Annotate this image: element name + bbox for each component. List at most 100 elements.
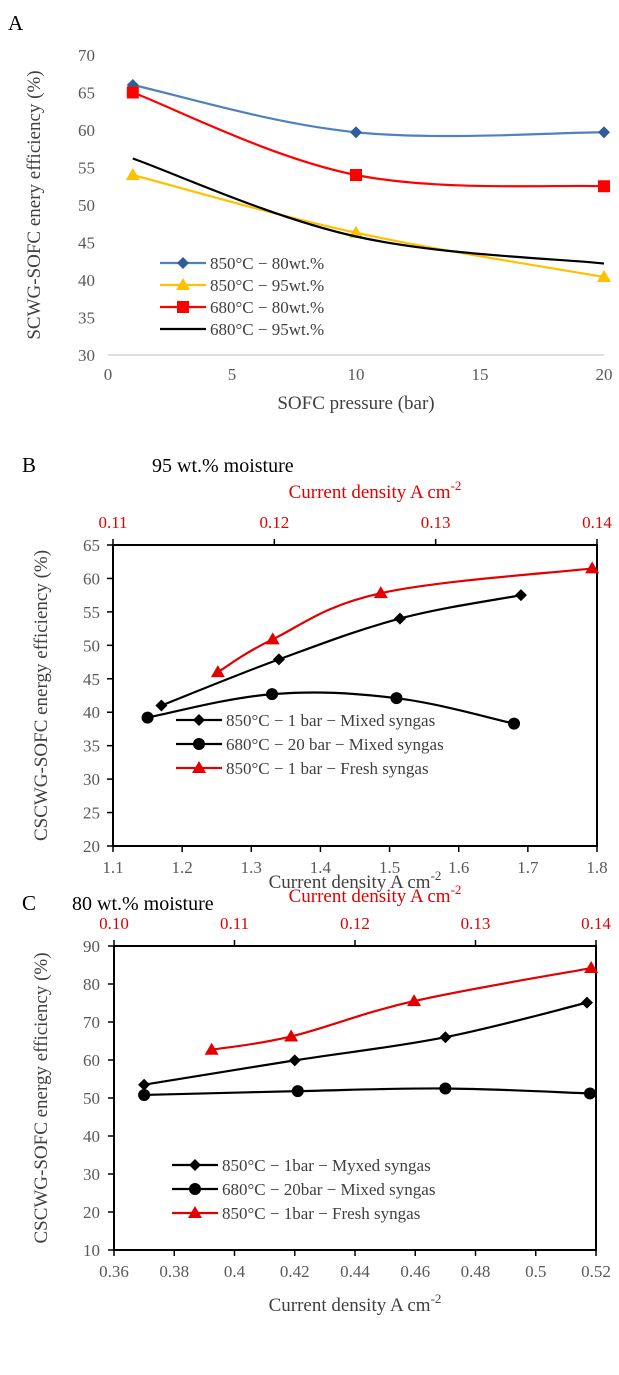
data-point [508, 717, 521, 730]
y-tick-label: 20 [83, 837, 100, 856]
y-tick-label: 60 [83, 1051, 100, 1070]
data-point [598, 180, 610, 193]
series-2 [126, 86, 610, 193]
x-tick-label: 0.46 [400, 1262, 430, 1281]
data-point [373, 586, 388, 599]
legend-entry: 680°C − 95wt.% [210, 320, 324, 339]
data-point [141, 711, 154, 724]
data-point [126, 86, 139, 99]
legend-marker [177, 301, 189, 313]
data-point [350, 126, 362, 139]
data-point [210, 665, 225, 678]
x-tick-label: 1.7 [517, 858, 539, 877]
series-line [132, 83, 605, 138]
x-tick-label: 1.5 [379, 858, 400, 877]
series-line [144, 1087, 591, 1097]
x-tick-label: 1.2 [172, 858, 193, 877]
chart-subtitle: 95 wt.% moisture [152, 455, 294, 477]
data-point [393, 612, 406, 625]
data-point [439, 1082, 452, 1095]
x-tick-label: 0.44 [340, 1262, 370, 1281]
x2-axis-label: Current density A cm-2 [289, 882, 462, 907]
y-tick-label: 50 [83, 1089, 100, 1108]
y-tick-label: 10 [83, 1241, 100, 1260]
data-point [580, 996, 593, 1009]
y-tick-label: 40 [83, 1127, 100, 1146]
legend-marker [177, 257, 189, 269]
data-point [272, 653, 285, 666]
data-point [598, 126, 610, 139]
data-point [125, 168, 140, 180]
y-tick-label: 65 [83, 536, 100, 555]
y-tick-label: 30 [83, 1165, 100, 1184]
panel-label: C [22, 891, 36, 915]
series-line [160, 594, 522, 707]
series-line [132, 91, 605, 188]
x-axis-label-text: Current density A cm [269, 872, 431, 893]
series-line [211, 966, 592, 1051]
data-point [514, 589, 527, 602]
x2-tick-label: 0.12 [340, 914, 370, 933]
data-point [138, 1088, 151, 1101]
series-0 [155, 589, 527, 712]
legend-entry: 850°C − 80wt.% [210, 254, 324, 273]
data-point [583, 1087, 596, 1100]
series-3 [132, 157, 605, 265]
legend-entry: 680°C − 80wt.% [210, 298, 324, 317]
series-line [132, 157, 605, 265]
x-tick-label: 0.52 [581, 1262, 611, 1281]
series-2 [204, 961, 599, 1055]
x-axis-label: Current density A cm-2 [269, 868, 442, 893]
y-tick-label: 55 [78, 159, 95, 178]
x-tick-label: 0.38 [159, 1262, 189, 1281]
x-tick-label: 0 [104, 365, 113, 384]
x-tick-label: 5 [228, 365, 237, 384]
x-axis-label: SOFC pressure (bar) [277, 393, 434, 414]
legend-marker [193, 738, 205, 750]
x-tick-label: 0.36 [99, 1262, 129, 1281]
chart-panel-b: B 95 wt.% moisture 20 25 30 35 40 45 50 55 60 65 1.1… [22, 453, 612, 893]
x2-tick-label: 0.13 [461, 914, 491, 933]
y-axis-label: CSCWG-SOFC energy efficiency (%) [31, 952, 52, 1243]
x-axis-label-sup: -2 [431, 1291, 442, 1306]
y-axis-label: CSCWG-SOFC energy efficiency (%) [31, 550, 52, 841]
data-point [155, 699, 168, 712]
legend-entry: 680°C − 20bar − Mixed syngas [222, 1180, 435, 1199]
x2-axis-label-sup: -2 [451, 882, 462, 897]
legend-marker [176, 278, 190, 290]
y-tick-label: 45 [78, 234, 95, 253]
data-point [584, 961, 599, 974]
x-tick-label: 1.8 [586, 858, 607, 877]
y-axis-label: SCWG-SOFC enery efficiency (%) [24, 70, 45, 339]
series-1 [138, 1082, 596, 1101]
legend-entry: 850°C − 1bar − Fresh syngas [222, 1204, 420, 1223]
data-point [439, 1031, 452, 1044]
series-1 [141, 688, 521, 730]
x-tick-label: 10 [348, 365, 365, 384]
series-0 [138, 996, 593, 1091]
x-axis-label: Current density A cm-2 [269, 1291, 442, 1316]
legend-marker [189, 1159, 201, 1171]
x-tick-label: 20 [596, 365, 613, 384]
data-point [266, 688, 279, 701]
chart-panel-c: C 80 wt.% moisture 10 20 30 40 50 60 70 80 90 0.36 0… [22, 882, 611, 1316]
x2-axis-label-text: Current density A cm [289, 482, 451, 503]
x-tick-label: 1.4 [310, 858, 332, 877]
x-axis-label-text: Current density A cm [269, 1295, 431, 1316]
legend-marker [188, 1206, 202, 1218]
series-0 [126, 79, 610, 139]
x-tick-label: 1.1 [102, 858, 123, 877]
data-point [291, 1085, 304, 1098]
y-tick-label: 25 [83, 804, 100, 823]
y-tick-label: 55 [83, 603, 100, 622]
plot-frame [112, 544, 598, 847]
data-point [138, 1078, 151, 1091]
legend-entry: 850°C − 1 bar − Mixed syngas [226, 711, 435, 730]
legend-marker [189, 1183, 201, 1195]
data-point [284, 1029, 299, 1042]
x2-axis-label-sup: -2 [451, 478, 462, 493]
data-point [350, 169, 362, 181]
x-axis-label-text: SOFC pressure (bar) [277, 393, 434, 414]
y-tick-label: 50 [78, 196, 95, 215]
